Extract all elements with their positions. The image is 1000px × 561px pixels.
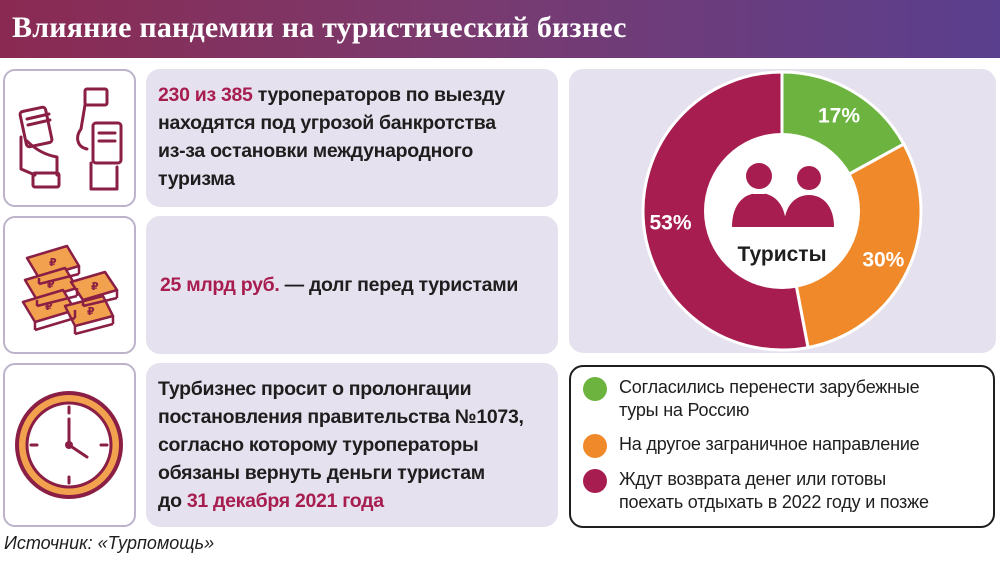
donut-chart: Туристы 17% 30% 53% xyxy=(641,70,923,352)
fact-1-accent: 230 из 385 xyxy=(158,84,253,106)
fact-3-accent: 31 декабря 2021 года xyxy=(186,490,384,512)
donut-label-2: 30% xyxy=(862,249,904,272)
legend-item-1: Согласились перенести зарубежные туры на… xyxy=(583,376,920,422)
svg-text:₽: ₽ xyxy=(87,305,95,318)
fact-1-card: 230 из 385 туроператоров по выезду наход… xyxy=(146,69,558,207)
fact-2-icon-card: ₽ ₽ ₽ ₽ ₽ xyxy=(3,216,136,354)
svg-text:₽: ₽ xyxy=(49,256,57,269)
legend-dot-3 xyxy=(583,469,607,493)
chart-center-label: Туристы xyxy=(737,243,826,266)
svg-text:₽: ₽ xyxy=(45,300,53,313)
svg-text:₽: ₽ xyxy=(91,280,99,293)
fact-2-accent: 25 млрд руб. xyxy=(160,274,280,296)
fact-2-rest: — долг перед туристами xyxy=(279,274,519,296)
fact-1-line-2: находятся под угрозой банкротства xyxy=(158,112,496,134)
fact-3-line-5-prefix: до xyxy=(158,490,187,512)
header-banner: Влияние пандемии на туристический бизнес xyxy=(0,0,1000,58)
fact-1-icon-card xyxy=(3,69,136,207)
legend-dot-2 xyxy=(583,434,607,458)
clock-icon xyxy=(15,391,123,499)
card-payment-hands-icon xyxy=(18,87,123,191)
legend-item-2: На другое заграничное направление xyxy=(583,433,920,458)
fact-3-line-2: постановления правительства №1073, xyxy=(158,406,524,428)
fact-3-line-3: согласно которому туроператоры xyxy=(158,434,479,456)
chart-legend: Согласились перенести зарубежные туры на… xyxy=(569,365,995,528)
fact-1-line-3: из-за остановки международного xyxy=(158,140,473,162)
fact-3-line-1: Турбизнес просит о пролонгации xyxy=(158,378,472,400)
fact-3-icon-card xyxy=(3,363,136,527)
fact-2-text: 25 млрд руб. — долг перед туристами xyxy=(160,271,555,299)
svg-text:₽: ₽ xyxy=(47,278,55,291)
legend-label-3-line-1: Ждут возврата денег или готовы xyxy=(619,469,887,489)
fact-3-line-4: обязаны вернуть деньги туристам xyxy=(158,462,485,484)
legend-item-3: Ждут возврата денег или готовы поехать о… xyxy=(583,468,929,514)
chart-card: Туристы 17% 30% 53% xyxy=(569,69,996,353)
fact-2-card: 25 млрд руб. — долг перед туристами xyxy=(146,216,558,354)
fact-1-text: 230 из 385 туроператоров по выезду наход… xyxy=(158,81,553,193)
fact-3-card: Турбизнес просит о пролонгации постановл… xyxy=(146,363,558,527)
legend-label-3-line-2: поехать отдыхать в 2022 году и позже xyxy=(619,492,929,512)
donut-label-3: 53% xyxy=(649,212,691,235)
legend-label-3: Ждут возврата денег или готовы поехать о… xyxy=(619,468,929,514)
legend-label-1-line-1: Согласились перенести зарубежные xyxy=(619,377,920,397)
page-title: Влияние пандемии на туристический бизнес xyxy=(12,11,627,44)
money-stacks-icon: ₽ ₽ ₽ ₽ ₽ xyxy=(21,244,119,336)
fact-1-line-4: туризма xyxy=(158,168,235,190)
tourists-people-icon xyxy=(732,163,834,227)
fact-3-text: Турбизнес просит о пролонгации постановл… xyxy=(158,375,556,515)
donut-label-1: 17% xyxy=(818,105,860,128)
fact-1-line-1: туроператоров по выезду xyxy=(252,84,505,106)
legend-label-1-line-2: туры на Россию xyxy=(619,400,750,420)
legend-dot-1 xyxy=(583,377,607,401)
source-note: Источник: «Турпомощь» xyxy=(4,533,215,553)
legend-label-1: Согласились перенести зарубежные туры на… xyxy=(619,376,920,422)
legend-label-2: На другое заграничное направление xyxy=(619,434,920,454)
